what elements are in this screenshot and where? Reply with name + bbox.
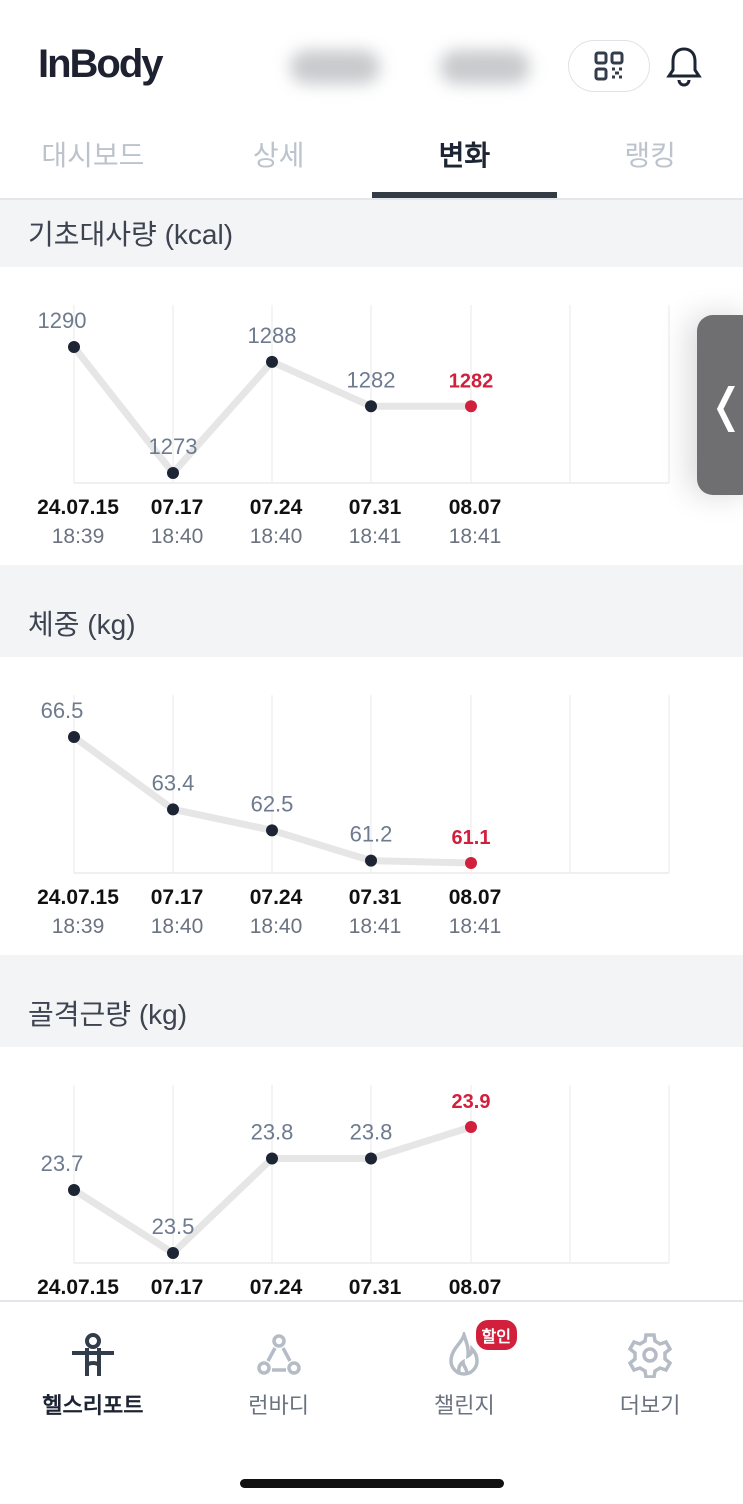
chart-card-bmr: 1290 24.07.15 18:39 1273 07.17 18:40 1288 07.24…	[0, 267, 743, 565]
data-label: 66.5	[41, 698, 84, 723]
time-tick-label: 18:41	[449, 915, 502, 938]
nav-health-report[interactable]: 헬스리포트	[0, 1302, 186, 1504]
flame-icon	[449, 1332, 480, 1376]
side-drawer-handle[interactable]: ❬	[697, 315, 743, 495]
blurred-user-info	[290, 50, 380, 84]
nav-label: 헬스리포트	[42, 1393, 144, 1418]
data-point	[68, 341, 80, 353]
section-title-muscle: 골격근량 (kg)	[28, 999, 188, 1030]
date-tick-label: 07.24	[250, 1276, 303, 1299]
data-point	[465, 857, 477, 869]
data-point	[68, 731, 80, 743]
date-tick-label: 07.24	[250, 886, 303, 909]
qr-button[interactable]	[568, 40, 650, 92]
data-label: 1282	[347, 367, 396, 392]
data-point	[465, 1121, 477, 1133]
person-icon	[71, 1333, 114, 1376]
section-title-weight: 체중 (kg)	[28, 609, 136, 640]
date-tick-label: 07.31	[349, 496, 402, 519]
weight-chart: 66.5 24.07.15 18:39 63.4 07.17 18:40 62.5 07.24…	[37, 695, 670, 938]
chevron-left-icon: ❬	[707, 379, 743, 431]
nav-more[interactable]: 더보기	[557, 1302, 743, 1504]
time-tick-label: 18:41	[449, 525, 502, 548]
data-point	[167, 1247, 179, 1259]
date-tick-label: 08.07	[449, 1276, 502, 1299]
nav-label: 더보기	[619, 1393, 681, 1418]
data-label: 1282	[449, 370, 494, 392]
data-point	[167, 467, 179, 479]
time-tick-label: 18:39	[52, 915, 105, 938]
time-tick-label: 18:39	[52, 525, 105, 548]
muscle-chart: 23.7 24.07.15 23.5 07.17 23.8 07.24 23.8 07.31 2…	[37, 1085, 670, 1299]
time-tick-label: 18:41	[349, 525, 402, 548]
chart-card-muscle: 23.7 24.07.15 23.5 07.17 23.8 07.24 23.8 07.31 2…	[0, 1047, 743, 1345]
data-point	[266, 824, 278, 837]
date-tick-label: 08.07	[449, 886, 502, 909]
date-tick-label: 24.07.15	[37, 1276, 119, 1299]
time-tick-label: 18:41	[349, 915, 402, 938]
date-tick-label: 07.24	[250, 496, 303, 519]
data-label: 23.9	[452, 1091, 491, 1113]
app-header: InBody 대시보드 상세 변화 랭킹	[0, 0, 743, 200]
data-label: 23.8	[251, 1120, 294, 1145]
data-label: 63.4	[152, 770, 195, 795]
tab-ranking[interactable]: 랭킹	[624, 140, 676, 171]
data-label: 61.1	[452, 827, 491, 849]
tab-detail[interactable]: 상세	[252, 140, 305, 171]
date-tick-label: 24.07.15	[37, 886, 119, 909]
data-label: 1288	[248, 323, 297, 348]
time-tick-label: 18:40	[250, 915, 303, 938]
gear-icon	[627, 1333, 673, 1378]
nav-label: 런바디	[248, 1393, 309, 1418]
blurred-user-info	[440, 50, 530, 84]
data-point	[266, 1152, 278, 1165]
data-label: 1273	[149, 434, 198, 459]
date-tick-label: 07.17	[151, 496, 204, 519]
data-label: 62.5	[251, 791, 294, 816]
network-icon	[256, 1334, 301, 1375]
tab-change[interactable]: 변화	[371, 130, 558, 198]
date-tick-label: 24.07.15	[37, 496, 119, 519]
home-indicator[interactable]	[240, 1479, 504, 1488]
date-tick-label: 08.07	[449, 496, 502, 519]
data-point	[68, 1184, 80, 1196]
chart-card-weight: 66.5 24.07.15 18:39 63.4 07.17 18:40 62.5 07.24…	[0, 657, 743, 955]
date-tick-label: 07.31	[349, 1276, 402, 1299]
data-label: 61.2	[350, 822, 393, 847]
discount-badge: 할인	[475, 1320, 517, 1350]
data-point	[465, 400, 477, 413]
data-point	[266, 355, 278, 368]
qr-icon	[594, 51, 624, 81]
nav-runbody[interactable]: 런바디	[186, 1302, 372, 1504]
bmr-chart: 1290 24.07.15 18:39 1273 07.17 18:40 1288 07.24…	[37, 305, 670, 548]
date-tick-label: 07.31	[349, 886, 402, 909]
data-label: 23.8	[350, 1120, 393, 1145]
time-tick-label: 18:40	[250, 525, 303, 548]
data-point	[167, 803, 179, 816]
data-label: 23.5	[152, 1214, 195, 1239]
date-tick-label: 07.17	[151, 886, 204, 909]
time-tick-label: 18:40	[151, 525, 204, 548]
nav-challenge[interactable]: 할인 챌린지	[372, 1302, 558, 1504]
data-point	[365, 854, 377, 867]
section-title-bmr: 기초대사량 (kcal)	[28, 219, 234, 250]
nav-label: 챌린지	[434, 1393, 495, 1418]
bell-icon	[666, 47, 702, 87]
tab-dashboard[interactable]: 대시보드	[41, 140, 145, 171]
notification-button[interactable]	[664, 44, 704, 93]
date-tick-label: 07.17	[151, 1276, 204, 1299]
data-label: 1290	[38, 308, 87, 333]
tab-bar: 대시보드 상세 변화 랭킹	[0, 130, 743, 198]
bottom-nav: 헬스리포트 런바디 할인 챌린지 더보기	[0, 1300, 743, 1504]
time-tick-label: 18:40	[151, 915, 204, 938]
data-point	[365, 1152, 377, 1165]
data-label: 23.7	[41, 1151, 84, 1176]
data-point	[365, 400, 377, 413]
inbody-logo: InBody	[38, 42, 164, 86]
